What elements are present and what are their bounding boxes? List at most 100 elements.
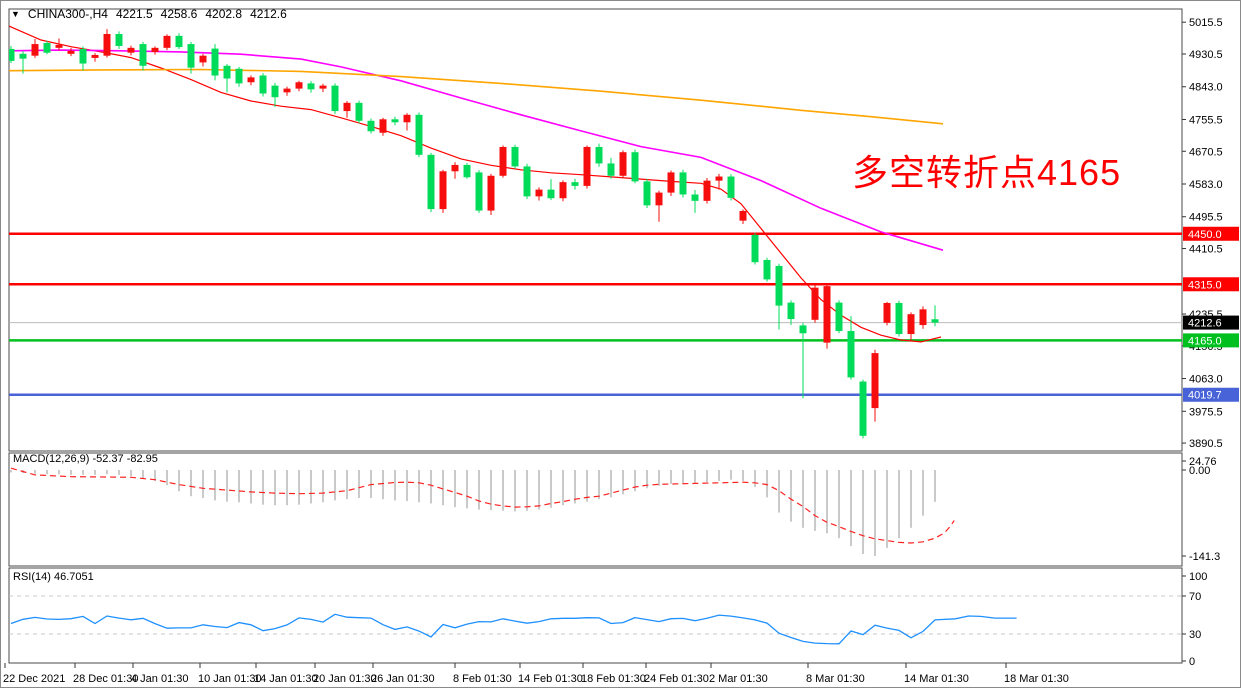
candle-body bbox=[595, 146, 603, 164]
price-axis-label: 4410.5 bbox=[1189, 244, 1223, 256]
time-axis-label: 8 Feb 01:30 bbox=[453, 673, 512, 685]
price-badge bbox=[1183, 333, 1239, 348]
candle-body bbox=[859, 381, 867, 436]
time-axis-label: 26 Jan 01:30 bbox=[371, 673, 435, 685]
time-axis-label: 14 Feb 01:30 bbox=[518, 673, 583, 685]
candle-body bbox=[307, 83, 315, 90]
time-axis-label: 18 Feb 01:30 bbox=[581, 673, 646, 685]
time-axis-label: 2 Mar 01:30 bbox=[709, 673, 768, 685]
candle-body bbox=[403, 114, 411, 123]
candle-body bbox=[679, 172, 687, 195]
candle-body bbox=[907, 314, 915, 335]
candle-body bbox=[535, 189, 543, 197]
time-axis-label: 24 Feb 01:30 bbox=[644, 673, 709, 685]
price-axis-label: 4843.0 bbox=[1189, 82, 1223, 94]
price-axis-label: 5015.5 bbox=[1189, 17, 1223, 29]
main-panel[interactable] bbox=[8, 8, 1183, 452]
candle-body bbox=[355, 102, 363, 121]
price-badge bbox=[1183, 315, 1239, 330]
candle-body bbox=[895, 302, 903, 335]
ohlc-high: 4258.6 bbox=[160, 7, 198, 21]
candle-body bbox=[751, 234, 759, 263]
candle-body bbox=[391, 119, 399, 123]
candle-body bbox=[559, 182, 567, 199]
symbol-dropdown-icon[interactable]: ▼ bbox=[11, 9, 20, 19]
candle-body bbox=[655, 192, 663, 206]
macd-axis-label: 0.00 bbox=[1189, 465, 1210, 477]
candle-body bbox=[283, 88, 291, 93]
rsi-axis-label: 70 bbox=[1189, 591, 1201, 603]
candle-body bbox=[811, 287, 819, 320]
price-axis-label: 3890.5 bbox=[1189, 438, 1223, 450]
rsi-line bbox=[10, 613, 1017, 645]
candle-body bbox=[463, 164, 471, 178]
candle-body bbox=[715, 176, 723, 181]
candle-body bbox=[667, 172, 675, 193]
candle-body bbox=[931, 319, 939, 323]
candle-body bbox=[187, 44, 195, 68]
ohlc-close: 4212.6 bbox=[250, 7, 287, 21]
time-axis-label: 14 Mar 01:30 bbox=[904, 673, 969, 685]
price-axis-label: 4930.5 bbox=[1189, 49, 1223, 61]
candle-body bbox=[487, 175, 495, 211]
ohlc-low: 4202.8 bbox=[205, 7, 243, 21]
candle-body bbox=[499, 146, 507, 176]
candle-body bbox=[739, 210, 747, 221]
candle-body bbox=[619, 152, 627, 176]
price-axis-label: 4063.0 bbox=[1189, 374, 1223, 386]
candle-body bbox=[415, 114, 423, 155]
candle-body bbox=[643, 181, 651, 206]
candle-body bbox=[9, 48, 15, 61]
price-badge-label: 4212.6 bbox=[1188, 318, 1222, 330]
candle-body bbox=[235, 68, 243, 84]
time-axis-label: 14 Jan 01:30 bbox=[254, 673, 318, 685]
candle-body bbox=[43, 42, 51, 53]
candle-body bbox=[163, 35, 171, 48]
candle-body bbox=[835, 302, 843, 332]
candle-body bbox=[259, 75, 267, 94]
candle-body bbox=[271, 85, 279, 98]
rsi-axis-label: 0 bbox=[1189, 656, 1195, 668]
candle-body bbox=[871, 353, 879, 409]
symbol-period-label: CHINA300-,H4 bbox=[27, 7, 108, 21]
time-axis-label: 20 Jan 01:30 bbox=[313, 673, 377, 685]
ohlc-open: 4221.5 bbox=[115, 7, 153, 21]
macd-indicator-label: MACD(12,26,9) -52.37 -82.95 bbox=[13, 453, 158, 465]
rsi-panel[interactable] bbox=[8, 567, 1183, 664]
candle-body bbox=[523, 166, 531, 197]
price-badge-label: 4165.0 bbox=[1188, 335, 1222, 347]
candle-body bbox=[91, 54, 99, 58]
candle-body bbox=[115, 33, 123, 46]
ma-mid-line bbox=[9, 49, 944, 251]
macd-panel[interactable] bbox=[8, 452, 1183, 567]
candle-body bbox=[103, 33, 111, 56]
macd-signal-line bbox=[10, 467, 955, 544]
chart-title: ▼ CHINA300-,H4 4221.5 4258.6 4202.8 4212… bbox=[11, 7, 287, 21]
candle-body bbox=[319, 85, 327, 89]
rsi-indicator-label: RSI(14) 46.7051 bbox=[13, 571, 94, 583]
candle-body bbox=[511, 146, 519, 167]
candle-body bbox=[439, 171, 447, 210]
candle-body bbox=[247, 77, 255, 83]
candle-body bbox=[883, 302, 891, 323]
candle-body bbox=[631, 152, 639, 182]
price-axis-label: 4495.5 bbox=[1189, 212, 1223, 224]
price-badge bbox=[1183, 226, 1239, 241]
price-axis-label: 3975.5 bbox=[1189, 406, 1223, 418]
rsi-axis-label: 30 bbox=[1189, 629, 1201, 641]
price-axis-label: 4583.0 bbox=[1189, 179, 1223, 191]
candle-body bbox=[31, 44, 39, 56]
candle-body bbox=[67, 50, 75, 54]
candle-body bbox=[379, 119, 387, 133]
candle-body bbox=[367, 120, 375, 132]
time-axis-label: 10 Jan 01:30 bbox=[198, 673, 262, 685]
candle-body bbox=[571, 182, 579, 186]
candle-body bbox=[691, 194, 699, 201]
time-axis-label: 28 Dec 01:30 bbox=[73, 673, 138, 685]
candle-body bbox=[175, 35, 183, 48]
time-axis-label: 22 Dec 2021 bbox=[3, 673, 65, 685]
candle-body bbox=[331, 85, 339, 112]
rsi-axis-label: 100 bbox=[1189, 571, 1207, 583]
